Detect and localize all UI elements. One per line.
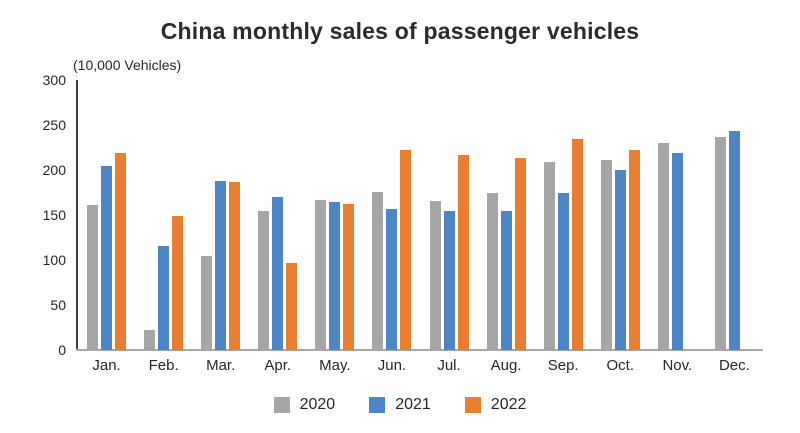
legend-label: 2020 (299, 396, 336, 413)
bar-2020 (543, 161, 555, 350)
legend-label: 2021 (395, 396, 431, 413)
x-axis-label: Dec. (718, 357, 750, 374)
bar-group-dec (706, 80, 763, 350)
bar-group-sep (535, 80, 592, 350)
bar-2020 (657, 143, 669, 350)
y-tick-label: 300 (42, 72, 66, 88)
bar-2020 (372, 191, 384, 350)
bar-group-aug (478, 80, 535, 350)
bar-2021 (158, 245, 170, 350)
bar-2022 (229, 181, 241, 350)
bar-2021 (215, 180, 227, 350)
bar-group-feb (135, 80, 192, 350)
bar-2022 (286, 262, 298, 350)
bar-2022 (400, 150, 412, 350)
bar-2020 (315, 199, 327, 350)
bar-group-nov (649, 80, 706, 350)
y-tick-label: 250 (42, 117, 66, 133)
bar-2021 (101, 165, 113, 350)
bar-2020 (600, 160, 612, 350)
bar-2020 (258, 211, 270, 350)
legend-item-2021: 2021 (369, 396, 431, 414)
legend-swatch-2022 (464, 397, 481, 413)
x-axis-label: Oct. (606, 357, 634, 374)
x-axis-label: Sep. (547, 357, 579, 374)
bar-2021 (500, 210, 512, 350)
x-axis-label: May. (319, 357, 351, 374)
bar-2021 (329, 201, 341, 350)
bar-group-oct (592, 80, 649, 350)
bar-2020 (144, 330, 156, 350)
x-axis-label: Apr. (264, 357, 292, 374)
bar-group-apr (249, 80, 306, 350)
bar-2022 (457, 154, 469, 350)
bar-2021 (272, 197, 284, 350)
bar-2022 (628, 150, 640, 350)
bar-2020 (486, 192, 498, 350)
legend-label: 2022 (490, 396, 527, 413)
legend-swatch-2021 (369, 397, 386, 413)
bar-2020 (201, 255, 213, 350)
legend-swatch-2020 (273, 397, 290, 413)
bar-2022 (514, 158, 526, 350)
x-axis-label: Nov. (662, 357, 693, 374)
bar-2021 (671, 152, 683, 350)
bar-2022 (343, 204, 355, 350)
x-axis-label: Jul. (437, 357, 461, 374)
y-axis-line (76, 80, 78, 350)
bar-2021 (557, 192, 569, 350)
bar-group-jan (78, 80, 135, 350)
x-axis-label: Jan. (92, 357, 121, 374)
y-tick-label: 0 (58, 342, 66, 358)
x-axis-line (76, 349, 763, 351)
x-axis-label: Feb. (148, 357, 179, 374)
y-axis-unit-label: (10,000 Vehicles) (73, 57, 182, 73)
bar-group-mar (192, 80, 249, 350)
x-axis-labels: Jan. Feb. Mar. Apr. May. Jun. Jul. Aug. Sep. Oct.… (78, 357, 763, 374)
bar-2021 (728, 131, 740, 350)
x-axis-label: Jun. (377, 357, 407, 374)
bar-2020 (429, 200, 441, 350)
bar-2021 (443, 210, 455, 350)
x-axis-label: Mar. (206, 357, 236, 374)
y-tick-label: 50 (50, 297, 66, 313)
bar-2022 (115, 152, 127, 350)
legend: 2020 2021 2022 (0, 396, 800, 414)
chart-title: China monthly sales of passenger vehicle… (160, 18, 640, 44)
y-tick-label: 100 (42, 252, 66, 268)
legend-item-2020: 2020 (273, 396, 336, 414)
x-axis-label: Aug. (490, 357, 522, 374)
bar-2021 (386, 208, 398, 350)
bar-2022 (571, 139, 583, 350)
bar-group-may (306, 80, 363, 350)
bar-group-jun (363, 80, 420, 350)
y-tick-label: 150 (42, 207, 66, 223)
plot-area (78, 80, 763, 350)
bar-2021 (614, 170, 626, 350)
bar-group-jul (420, 80, 477, 350)
bar-2020 (87, 205, 99, 350)
legend-item-2022: 2022 (464, 396, 527, 414)
bar-2020 (714, 136, 726, 350)
bar-2022 (172, 215, 184, 350)
y-tick-label: 200 (42, 162, 66, 178)
